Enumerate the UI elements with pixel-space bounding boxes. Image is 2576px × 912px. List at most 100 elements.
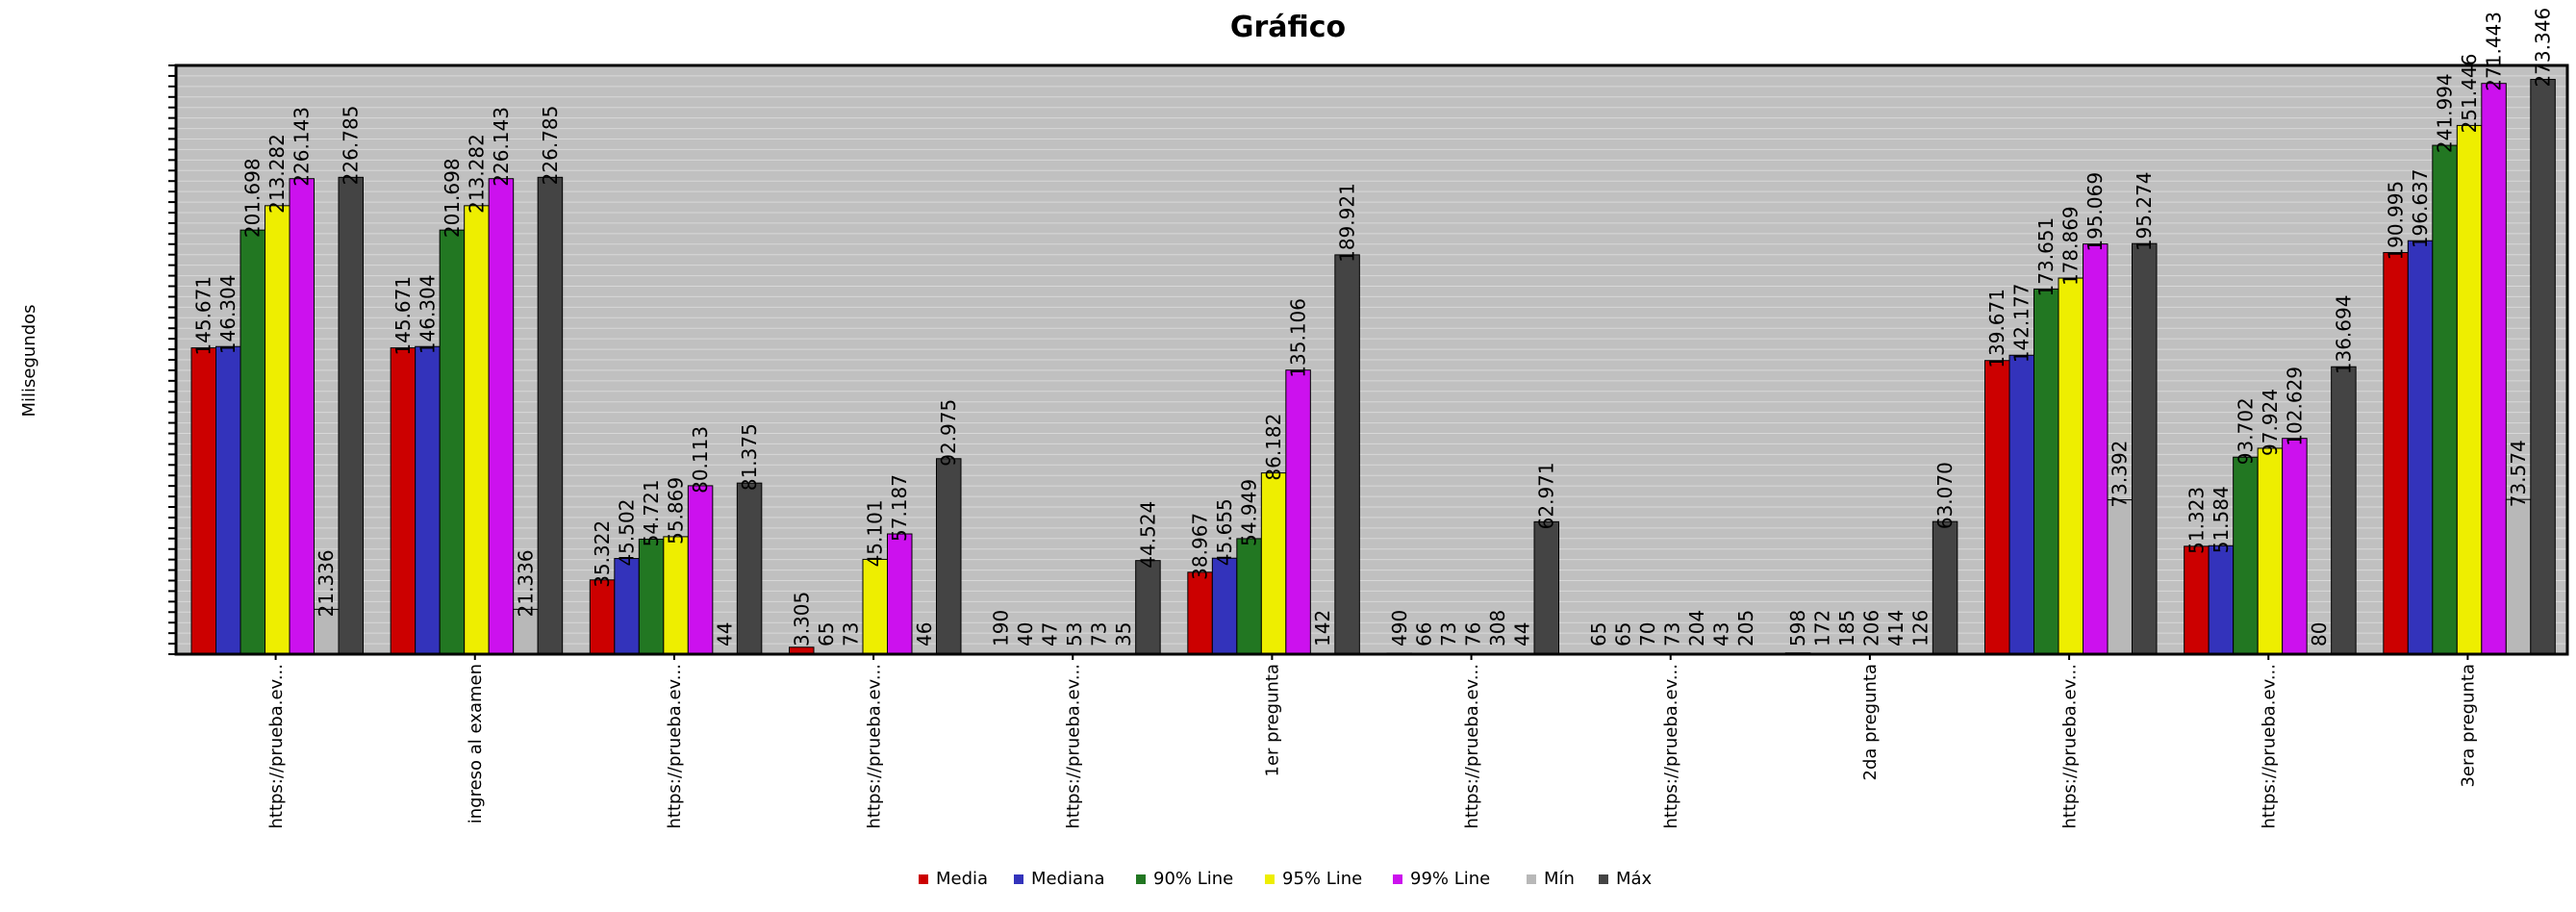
data-label: 201.698 bbox=[241, 158, 265, 238]
data-label: 490 bbox=[1388, 610, 1411, 646]
bar bbox=[215, 345, 241, 655]
data-label: 21.336 bbox=[315, 549, 338, 617]
bar bbox=[2107, 499, 2133, 655]
data-label: 136.694 bbox=[2332, 295, 2355, 375]
bars bbox=[190, 79, 2556, 655]
data-label: 63.070 bbox=[1933, 462, 1957, 529]
bar bbox=[2033, 288, 2059, 655]
bar bbox=[1334, 254, 1360, 655]
bar bbox=[2456, 124, 2483, 655]
data-label: 81.375 bbox=[738, 423, 761, 491]
data-label: 47 bbox=[1038, 622, 1061, 646]
bar bbox=[2008, 354, 2034, 655]
legend-label: Media bbox=[936, 869, 988, 889]
data-label: 65 bbox=[1587, 622, 1610, 646]
data-label: 205 bbox=[1734, 610, 1757, 646]
data-label: 139.671 bbox=[1985, 289, 2008, 368]
legend-label: Máx bbox=[1616, 869, 1653, 889]
bar bbox=[488, 178, 515, 655]
data-label: 55.869 bbox=[665, 477, 688, 545]
bar bbox=[2132, 242, 2158, 655]
data-label: 54.721 bbox=[640, 479, 663, 546]
x-tick-label: https://prueba.ev... bbox=[266, 664, 287, 829]
bar bbox=[2184, 545, 2210, 655]
data-label: 53 bbox=[1063, 622, 1086, 646]
data-label: 45.655 bbox=[1213, 498, 1236, 566]
data-label: 145.671 bbox=[391, 276, 415, 356]
data-label: 76 bbox=[1461, 622, 1484, 646]
data-label: 273.346 bbox=[2532, 8, 2555, 88]
bar bbox=[1236, 538, 1262, 655]
bar bbox=[240, 229, 265, 655]
data-label: 44 bbox=[714, 622, 737, 646]
data-label: 178.869 bbox=[2059, 206, 2083, 286]
data-label: 46 bbox=[913, 622, 936, 646]
data-label: 241.994 bbox=[2434, 73, 2457, 153]
bar bbox=[390, 347, 417, 655]
bar bbox=[289, 178, 315, 655]
bar bbox=[2282, 438, 2308, 655]
data-label: 44.524 bbox=[1136, 501, 1159, 569]
legend: Media Mediana 90% Line 95% Line 99% Line Mín M… bbox=[919, 869, 1653, 889]
x-tick-label: https://prueba.ev... bbox=[1661, 664, 1681, 829]
bar bbox=[2407, 240, 2434, 655]
bar bbox=[2530, 79, 2556, 655]
data-label: 173.651 bbox=[2034, 217, 2058, 297]
data-label: 38.967 bbox=[1189, 513, 1212, 580]
bar bbox=[1135, 560, 1161, 655]
x-tick-label: https://prueba.ev... bbox=[1462, 664, 1482, 829]
bar bbox=[687, 485, 714, 655]
data-label: 73 bbox=[1087, 622, 1110, 646]
grid-lines bbox=[176, 75, 2567, 645]
bar bbox=[936, 458, 962, 655]
legend-label: Mín bbox=[1544, 869, 1575, 889]
data-label: 142.177 bbox=[2010, 284, 2033, 364]
x-tick-label: https://prueba.ev... bbox=[1064, 664, 1084, 829]
data-label: 206 bbox=[1860, 610, 1883, 646]
bar bbox=[1211, 557, 1238, 655]
data-label: 86.182 bbox=[1262, 414, 1285, 481]
bar bbox=[1285, 369, 1311, 655]
legend-swatch bbox=[1265, 874, 1275, 884]
bar bbox=[338, 176, 364, 655]
data-label: 65 bbox=[815, 622, 838, 646]
data-label: 51.584 bbox=[2210, 486, 2233, 553]
bar bbox=[2383, 252, 2409, 655]
bar bbox=[415, 345, 441, 655]
data-label: 65 bbox=[1611, 622, 1634, 646]
data-label: 97.924 bbox=[2259, 389, 2282, 456]
data-label: 598 bbox=[1786, 610, 1809, 646]
data-label: 271.443 bbox=[2483, 12, 2506, 91]
data-label: 308 bbox=[1486, 610, 1509, 646]
x-tick-label: https://prueba.ev... bbox=[665, 664, 685, 829]
data-label: 73 bbox=[1437, 622, 1460, 646]
data-label: 142 bbox=[1311, 610, 1334, 646]
data-label: 80.113 bbox=[689, 426, 712, 494]
bar bbox=[2505, 498, 2532, 655]
data-label: 226.785 bbox=[539, 106, 562, 186]
bar bbox=[2257, 447, 2284, 655]
chart-title: Gráfico bbox=[1230, 11, 1346, 44]
bar bbox=[887, 533, 913, 655]
data-label: 51.323 bbox=[2185, 487, 2208, 554]
data-label: 73 bbox=[1660, 622, 1683, 646]
x-tick-label: 2da pregunta bbox=[1860, 664, 1881, 780]
data-label: 45.101 bbox=[864, 499, 887, 567]
x-tick-label: ingreso al examen bbox=[466, 664, 486, 823]
plot-frame bbox=[174, 63, 2569, 656]
x-tick-label: 3era pregunta bbox=[2459, 664, 2479, 788]
bar bbox=[2481, 83, 2507, 655]
bar bbox=[862, 558, 888, 655]
legend-swatch bbox=[1599, 874, 1608, 884]
data-label: 195.069 bbox=[2084, 172, 2107, 252]
data-label: 54.949 bbox=[1238, 479, 1261, 546]
data-label: 35.322 bbox=[591, 520, 614, 588]
bar bbox=[2058, 277, 2084, 655]
data-label: 80 bbox=[2308, 622, 2331, 646]
bar bbox=[2208, 545, 2235, 655]
bar bbox=[439, 229, 466, 655]
data-label: 195.274 bbox=[2133, 171, 2156, 251]
data-label: 190 bbox=[989, 610, 1012, 646]
